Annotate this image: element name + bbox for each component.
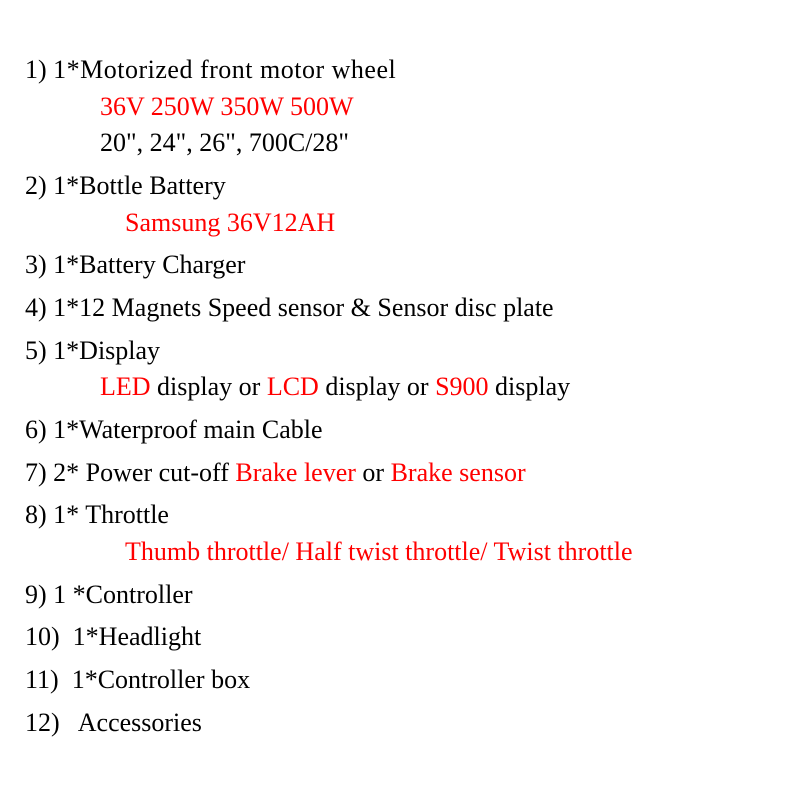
item-1-power-options: 36V 250W 350W 500W [25, 92, 775, 123]
item-7-number: 7) [25, 458, 47, 487]
brake-opt-sensor: Brake sensor [391, 458, 526, 487]
item-4-text: 1*12 Magnets Speed sensor & Sensor disc … [53, 293, 553, 322]
brake-opt-lever: Brake lever [235, 458, 356, 487]
item-9-number: 9) [25, 580, 47, 609]
item-5-text: 1*Display [53, 336, 160, 365]
item-5: 5) 1*Display [25, 336, 775, 367]
item-4: 4) 1*12 Magnets Speed sensor & Sensor di… [25, 293, 775, 324]
display-sep-2: display or [319, 372, 435, 401]
item-12: 12) Accessories [25, 708, 775, 739]
item-1-number: 1) [25, 55, 47, 84]
item-8: 8) 1* Throttle [25, 500, 775, 531]
item-3: 3) 1*Battery Charger [25, 250, 775, 281]
item-10: 10) 1*Headlight [25, 622, 775, 653]
item-9: 9) 1 *Controller [25, 580, 775, 611]
item-6: 6) 1*Waterproof main Cable [25, 415, 775, 446]
display-sep-3: display [489, 372, 571, 401]
item-12-text: Accessories [78, 708, 202, 737]
item-8-number: 8) [25, 500, 47, 529]
item-9-text: 1 *Controller [53, 580, 192, 609]
item-1: 1) 1*Motorized front motor wheel [25, 55, 775, 86]
brake-sep: or [356, 458, 391, 487]
item-4-number: 4) [25, 293, 47, 322]
item-11-text: 1*Controller box [72, 665, 250, 694]
item-2: 2) 1*Bottle Battery [25, 171, 775, 202]
item-8-throttle-options: Thumb throttle/ Half twist throttle/ Twi… [25, 537, 775, 568]
item-2-number: 2) [25, 171, 47, 200]
item-8-text: 1* Throttle [53, 500, 169, 529]
item-1-size-options: 20", 24", 26", 700C/28" [25, 128, 775, 159]
item-7: 7) 2* Power cut-off Brake lever or Brake… [25, 458, 775, 489]
item-12-number: 12) [25, 708, 60, 737]
item-5-display-options: LED display or LCD display or S900 displ… [25, 372, 775, 403]
kit-contents-list: 1) 1*Motorized front motor wheel 36V 250… [0, 0, 800, 738]
item-5-number: 5) [25, 336, 47, 365]
display-opt-s900: S900 [435, 372, 488, 401]
item-6-number: 6) [25, 415, 47, 444]
item-10-text: 1*Headlight [73, 622, 202, 651]
display-opt-led: LED [100, 372, 151, 401]
item-3-text: 1*Battery Charger [53, 250, 245, 279]
display-sep-1: display or [151, 372, 267, 401]
item-2-battery-spec: Samsung 36V12AH [25, 208, 775, 239]
item-10-number: 10) [25, 622, 60, 651]
item-11-number: 11) [25, 665, 59, 694]
item-2-text: 1*Bottle Battery [53, 171, 226, 200]
item-1-text: 1*Motorized front motor wheel [53, 55, 396, 84]
display-opt-lcd: LCD [267, 372, 319, 401]
item-11: 11) 1*Controller box [25, 665, 775, 696]
item-3-number: 3) [25, 250, 47, 279]
item-6-text: 1*Waterproof main Cable [53, 415, 322, 444]
item-7-prefix: 2* Power cut-off [53, 458, 235, 487]
